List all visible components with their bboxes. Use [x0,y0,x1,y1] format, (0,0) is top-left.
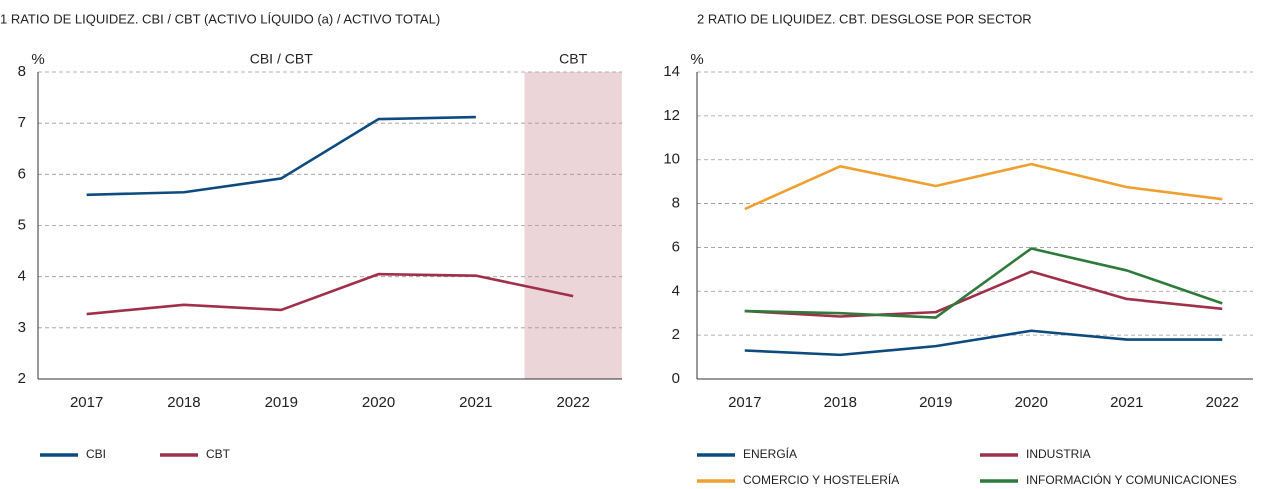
y-tick-label: 5 [18,216,26,233]
x-tick-label: 2021 [1110,394,1143,411]
legend-label: CBT [206,447,231,461]
legend-label: CBI [86,447,106,461]
annotation: CBI / CBT [250,51,313,67]
y-tick-label: 6 [18,165,26,182]
x-tick-label: 2018 [824,394,857,411]
y-tick-label: 4 [672,282,680,299]
y-axis-label: % [31,51,44,68]
y-tick-label: 2 [672,326,680,343]
chart-title: 2 RATIO DE LIQUIDEZ. CBT. DESGLOSE POR S… [697,11,1032,26]
x-tick-label: 2017 [70,394,103,411]
y-tick-label: 3 [18,319,26,336]
series-line [744,162,1223,211]
y-tick-label: 8 [18,63,26,80]
legend-label: INDUSTRIA [1026,447,1091,461]
x-tick-label: 2022 [1206,394,1239,411]
legend-label: COMERCIO Y HOSTELERÍA [743,472,899,487]
y-tick-label: 14 [663,63,680,80]
y-tick-label: 4 [18,268,26,285]
annotation: CBT [559,51,587,67]
x-tick-label: 2019 [265,394,298,411]
x-tick-label: 2020 [362,394,395,411]
y-tick-label: 2 [18,370,26,387]
y-tick-label: 7 [18,114,26,131]
y-tick-label: 12 [663,107,680,124]
chart-title: 1 RATIO DE LIQUIDEZ. CBI / CBT (ACTIVO L… [0,11,440,26]
x-tick-label: 2020 [1015,394,1048,411]
y-axis-label: % [690,51,703,68]
series-line [744,329,1223,357]
series-line [744,247,1223,319]
y-tick-label: 8 [672,195,680,212]
x-tick-label: 2017 [728,394,761,411]
x-tick-label: 2019 [919,394,952,411]
y-tick-label: 10 [663,151,680,168]
y-tick-label: 0 [672,370,680,387]
legend-label: ENERGÍA [743,446,797,461]
series-line [86,115,476,197]
x-tick-label: 2018 [167,394,200,411]
x-tick-label: 2021 [459,394,492,411]
y-tick-label: 6 [672,238,680,255]
series-line [86,272,574,316]
x-tick-label: 2022 [556,394,589,411]
legend-label: INFORMACIÓN Y COMUNICACIONES [1026,472,1237,487]
series-line [744,270,1223,318]
